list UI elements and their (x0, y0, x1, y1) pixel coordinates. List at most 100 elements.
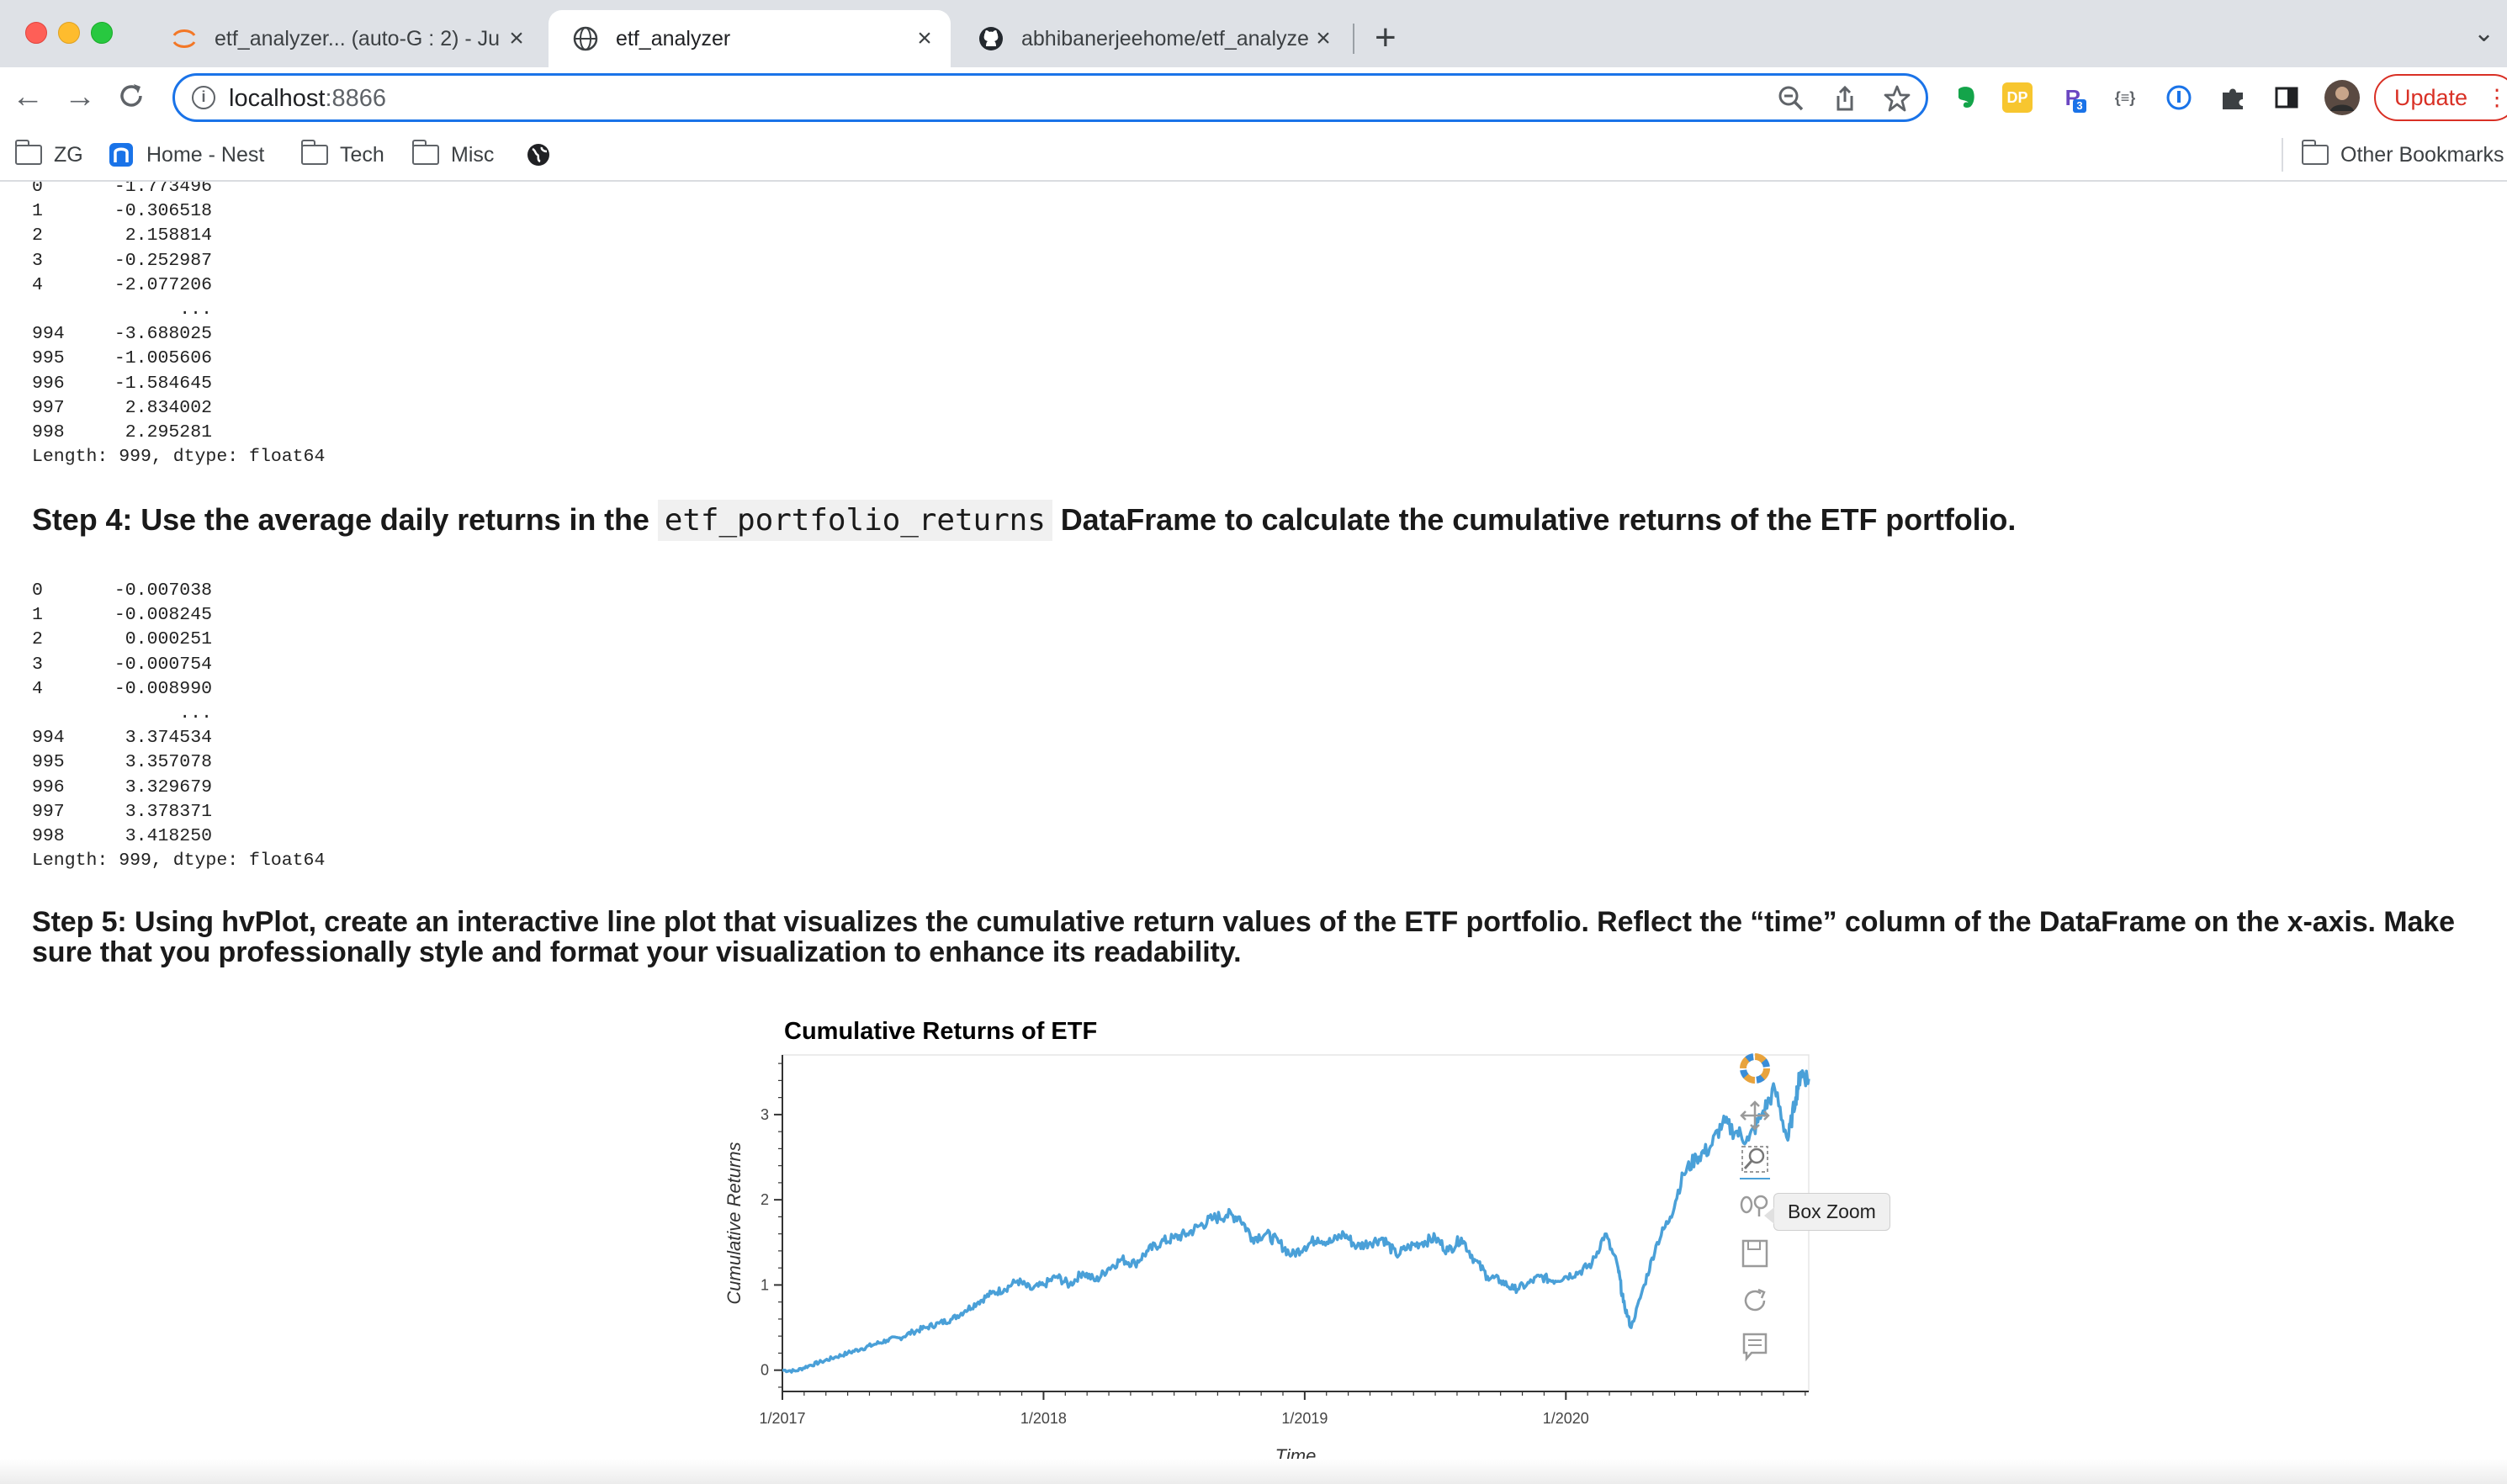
tab-close-icon[interactable]: × (917, 24, 932, 52)
zoom-out-icon[interactable] (1777, 84, 1805, 113)
bookmark-label: Misc (451, 142, 495, 167)
cumulative-returns-chart[interactable]: 0 1 2 3 1/2017 1/2018 1/2019 1/2020 Cumulative … (707, 1043, 1918, 1464)
output-row: 995 -1.005606 (32, 348, 212, 369)
step-4-heading: Step 4: Use the average daily returns in… (32, 500, 2016, 541)
tab-close-icon[interactable]: × (1316, 24, 1331, 52)
folder-icon (2301, 140, 2329, 165)
y-tick-label: 0 (761, 1362, 769, 1379)
output-row: 996 3.329679 (32, 776, 212, 798)
tab-jupyter[interactable]: etf_analyzer... (auto-G : 2) - Ju × (147, 10, 543, 67)
box-zoom-tool-icon[interactable] (1738, 1142, 1772, 1176)
folder-icon (14, 140, 42, 165)
tab-title: etf_analyzer... (auto-G : 2) - Ju (215, 26, 501, 50)
bookmark-other-bookmarks[interactable]: Other Bookmarks (2301, 140, 2504, 170)
nest-icon (109, 143, 133, 167)
output-footer: Length: 999, dtype: float64 (32, 447, 326, 468)
side-panel-icon[interactable] (2271, 82, 2302, 113)
globe-icon (573, 26, 598, 51)
output-row: 0 -1.773496 (32, 182, 212, 197)
chart-title: Cumulative Returns of ETF (784, 1018, 1098, 1045)
output-row: 997 2.834002 (32, 397, 212, 418)
dp-extension-icon[interactable]: DP (2002, 82, 2033, 113)
plot-area[interactable] (782, 1054, 1810, 1392)
output-row: ... (179, 702, 212, 723)
series-output-cumulative-returns: 0 -0.007038 1 -0.008245 2 0.000251 3 -0.0007… (32, 579, 325, 873)
page-bottom-shadow (0, 1459, 2507, 1484)
bookmarks-bar: ZG Home - Nest Tech Misc Other Bookmarks (0, 128, 2507, 182)
extensions-puzzle-icon[interactable] (2218, 82, 2248, 113)
y-tick-label: 2 (761, 1191, 769, 1208)
tab-close-icon[interactable]: × (509, 24, 524, 52)
evernote-extension-icon[interactable] (1950, 82, 1980, 113)
output-row: 998 3.418250 (32, 825, 212, 846)
folder-icon (300, 140, 328, 165)
forward-arrow-icon[interactable]: → (64, 79, 96, 114)
window-close-button[interactable] (25, 22, 47, 44)
output-row: 3 -0.252987 (32, 250, 212, 271)
y-axis-label: Cumulative Returns (723, 1142, 745, 1304)
bookmark-tech[interactable]: Tech (300, 140, 384, 170)
x-tick-label: 1/2018 (1020, 1410, 1067, 1427)
output-row: 995 3.357078 (32, 752, 212, 773)
tab-search-chevron-icon[interactable]: ⌄ (2473, 19, 2495, 47)
output-row: 1 -0.306518 (32, 201, 212, 222)
tab-title: abhibanerjeehome/etf_analyze (1021, 26, 1309, 50)
bookmark-label: Tech (340, 142, 384, 167)
output-row: 997 3.378371 (32, 801, 212, 822)
reset-tool-icon[interactable] (1738, 1284, 1772, 1317)
wheel-zoom-tool-icon[interactable] (1738, 1190, 1772, 1223)
output-row: 2 0.000251 (32, 629, 212, 650)
active-tool-indicator (1740, 1178, 1770, 1179)
output-row: 3 -0.000754 (32, 654, 212, 675)
tab-etf-analyzer-active[interactable]: etf_analyzer × (549, 10, 951, 67)
globe-bookmark-icon[interactable] (525, 141, 552, 168)
reload-icon[interactable] (114, 79, 148, 113)
site-info-icon[interactable]: i (192, 86, 215, 109)
bookmark-zg[interactable]: ZG (14, 140, 83, 170)
bookmark-misc[interactable]: Misc (411, 140, 495, 170)
output-row: 4 -0.008990 (32, 678, 212, 699)
x-tick-label: 1/2019 (1281, 1410, 1328, 1427)
notebook-output-page: 0 -1.773496 1 -0.306518 2 2.158814 3 -0.2529… (0, 182, 2507, 1484)
bookmark-star-icon[interactable] (1883, 84, 1911, 113)
bookmark-label: ZG (54, 142, 83, 167)
series-line-cumulative-returns (782, 1069, 1810, 1374)
tab-separator (1353, 24, 1354, 54)
x-tick-label: 1/2020 (1543, 1410, 1589, 1427)
password-extension-icon[interactable] (2164, 82, 2194, 113)
json-extension-icon[interactable]: {≡} (2114, 89, 2136, 106)
output-row: 2 2.158814 (32, 225, 212, 246)
bookmark-divider (2282, 138, 2283, 172)
output-row: 1 -0.008245 (32, 605, 212, 626)
back-arrow-icon[interactable]: ← (12, 79, 44, 114)
window-zoom-button[interactable] (91, 22, 113, 44)
bookmark-label: Other Bookmarks (2340, 142, 2504, 167)
output-row: 994 -3.688025 (32, 324, 212, 345)
inline-code: etf_portfolio_returns (657, 500, 1052, 541)
address-bar[interactable]: i localhost:8866 (172, 73, 1928, 122)
y-tick-label: 3 (761, 1106, 769, 1123)
output-row: 4 -2.077206 (32, 274, 212, 295)
tab-title: etf_analyzer (616, 26, 731, 50)
tab-github[interactable]: abhibanerjeehome/etf_analyze × (954, 10, 1349, 67)
bookmark-home-nest[interactable]: Home - Nest (108, 140, 264, 170)
pan-tool-icon[interactable] (1738, 1099, 1772, 1132)
folder-icon (411, 140, 439, 165)
kebab-menu-icon[interactable]: ⋮ (2485, 85, 2507, 110)
bokeh-logo-icon[interactable] (1738, 1052, 1772, 1085)
step-5-heading: Step 5: Using hvPlot, create an interact… (32, 906, 2455, 968)
hover-tool-icon[interactable] (1738, 1329, 1772, 1363)
save-tool-icon[interactable] (1738, 1237, 1772, 1270)
share-icon[interactable] (1831, 84, 1859, 113)
update-button[interactable]: Update ⋮ (2374, 74, 2507, 121)
chart-axes: 0 1 2 3 1/2017 1/2018 1/2019 1/2020 (759, 1055, 1809, 1427)
profile-avatar[interactable] (2324, 79, 2361, 116)
tab-strip: etf_analyzer... (auto-G : 2) - Ju × etf_… (0, 0, 2507, 67)
github-icon (979, 27, 1003, 50)
bookmark-label: Home - Nest (146, 142, 265, 167)
new-tab-button[interactable]: + (1375, 17, 1397, 58)
update-label: Update (2394, 85, 2468, 110)
output-row: 998 2.295281 (32, 421, 212, 443)
window-minimize-button[interactable] (58, 22, 80, 44)
